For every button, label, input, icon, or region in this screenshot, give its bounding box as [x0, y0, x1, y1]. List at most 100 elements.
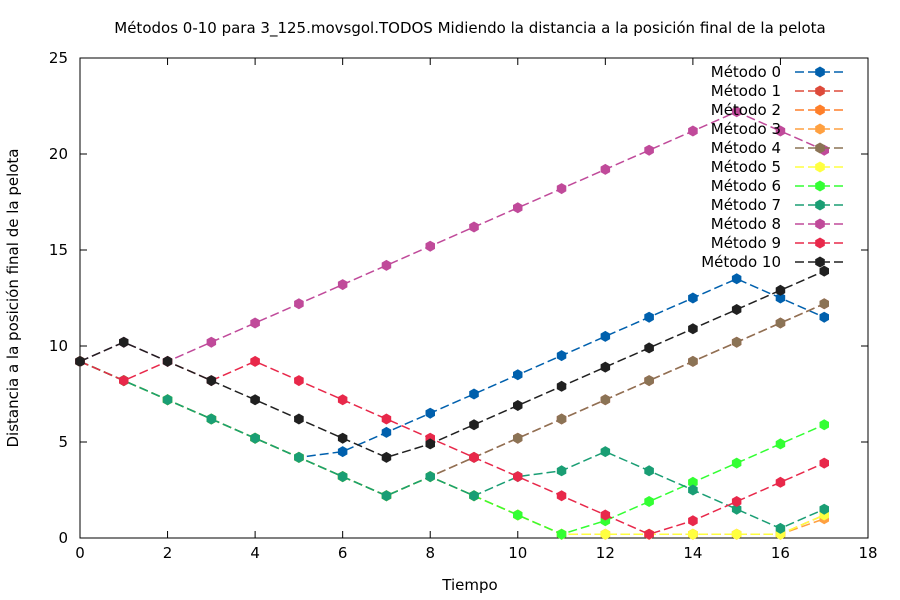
data-point [425, 438, 435, 450]
legend-label: Método 4 [711, 139, 781, 157]
data-point [644, 144, 654, 156]
data-point [775, 438, 786, 450]
y-tick-label: 25 [49, 49, 68, 67]
data-point [600, 163, 611, 175]
data-point [75, 355, 85, 367]
data-point [600, 528, 611, 540]
data-point [819, 265, 829, 277]
data-point [337, 432, 348, 444]
data-point [600, 361, 611, 373]
x-tick-label: 14 [683, 544, 702, 562]
x-tick-label: 18 [858, 544, 877, 562]
x-tick-label: 10 [508, 544, 527, 562]
data-point [337, 394, 348, 406]
data-point [250, 355, 260, 367]
data-point [600, 509, 611, 521]
data-point [556, 380, 567, 392]
legend-label: Método 2 [711, 101, 781, 119]
data-point [731, 273, 742, 285]
data-point [819, 419, 829, 431]
data-point [250, 317, 260, 329]
data-point [337, 279, 348, 291]
data-point [556, 490, 567, 502]
data-point [644, 496, 654, 507]
y-tick-label: 20 [49, 145, 68, 163]
data-point [513, 471, 523, 483]
y-tick-label: 10 [49, 337, 68, 355]
data-point [775, 284, 786, 296]
data-point [381, 259, 392, 271]
data-point [731, 336, 742, 348]
x-axis-label: Tiempo [441, 576, 497, 594]
data-point [731, 457, 742, 469]
data-point [688, 292, 698, 304]
data-point [469, 490, 479, 502]
data-point [469, 388, 479, 400]
data-point [381, 451, 392, 463]
x-tick-label: 6 [338, 544, 348, 562]
series-line [79, 277, 825, 459]
legend-label: Método 3 [711, 120, 781, 138]
data-point [381, 413, 392, 425]
series-8 [75, 106, 829, 367]
series-layer [75, 106, 829, 540]
data-point [513, 202, 523, 214]
legend-entry: Método 0 [711, 63, 845, 81]
data-point [819, 311, 829, 323]
data-point [206, 375, 217, 387]
legend-label: Método 9 [711, 234, 781, 252]
data-point [513, 432, 523, 444]
legend-entry: Método 1 [711, 82, 845, 100]
legend-marker [815, 180, 825, 192]
data-point [513, 509, 523, 521]
data-point [775, 317, 786, 329]
data-point [556, 465, 567, 477]
legend-marker [815, 142, 825, 154]
data-point [731, 503, 742, 515]
legend-entry: Método 8 [711, 215, 845, 233]
data-point [688, 484, 698, 496]
data-point [337, 471, 348, 483]
data-point [600, 330, 611, 342]
data-point [688, 355, 698, 367]
data-point [556, 183, 567, 195]
data-point [819, 457, 829, 469]
legend-entry: Método 10 [701, 253, 845, 271]
x-tick-label: 16 [771, 544, 790, 562]
data-point [775, 125, 786, 137]
legend-label: Método 6 [711, 177, 781, 195]
data-point [556, 350, 567, 362]
data-point [556, 528, 567, 540]
data-point [688, 323, 698, 335]
axis-ticks: 0 2 4 6 8 10 12 14 16 18 0 5 10 15 20 25 [49, 49, 878, 562]
data-point [250, 432, 260, 444]
data-point [162, 355, 173, 367]
data-point [294, 413, 304, 425]
data-point [731, 496, 742, 507]
data-point [337, 446, 348, 458]
data-point [469, 221, 479, 233]
data-point [513, 400, 523, 411]
y-tick-label: 0 [58, 529, 68, 547]
series-9 [75, 355, 829, 540]
data-point [469, 419, 479, 431]
legend-label: Método 10 [701, 253, 781, 271]
legend-marker [815, 256, 825, 268]
series-line [79, 110, 825, 363]
data-point [119, 336, 129, 348]
legend-marker [815, 218, 825, 230]
data-point [775, 292, 786, 304]
data-point [644, 311, 654, 323]
legend-marker [815, 66, 825, 78]
legend-label: Método 1 [711, 82, 781, 100]
legend-marker [815, 161, 825, 173]
data-point [381, 426, 392, 438]
data-point [425, 407, 435, 419]
legend-label: Método 0 [711, 63, 781, 81]
data-point [425, 471, 435, 483]
data-point [425, 240, 435, 252]
y-axis-label: Distancia a la posición final de la pelo… [4, 148, 22, 447]
x-tick-label: 0 [75, 544, 85, 562]
